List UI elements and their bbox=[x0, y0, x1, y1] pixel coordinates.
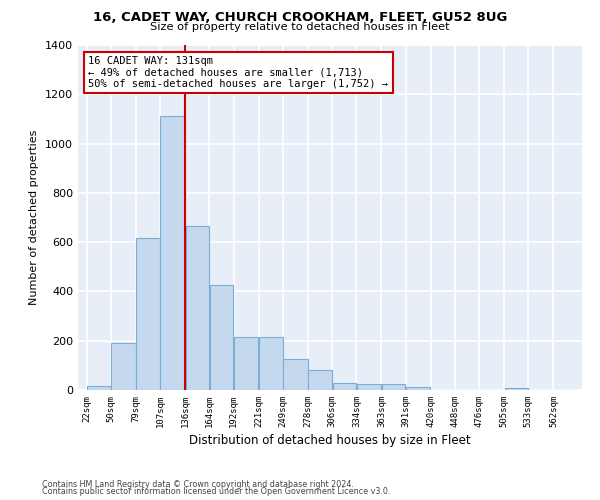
Bar bbox=[210, 286, 233, 390]
Text: 16, CADET WAY, CHURCH CROOKHAM, FLEET, GU52 8UG: 16, CADET WAY, CHURCH CROOKHAM, FLEET, G… bbox=[93, 11, 507, 24]
Bar bbox=[505, 388, 528, 390]
Bar bbox=[308, 370, 332, 390]
Bar bbox=[111, 343, 136, 390]
X-axis label: Distribution of detached houses by size in Fleet: Distribution of detached houses by size … bbox=[189, 434, 471, 447]
Bar bbox=[185, 226, 209, 390]
Text: Size of property relative to detached houses in Fleet: Size of property relative to detached ho… bbox=[150, 22, 450, 32]
Text: Contains HM Land Registry data © Crown copyright and database right 2024.: Contains HM Land Registry data © Crown c… bbox=[42, 480, 354, 489]
Text: 16 CADET WAY: 131sqm
← 49% of detached houses are smaller (1,713)
50% of semi-de: 16 CADET WAY: 131sqm ← 49% of detached h… bbox=[88, 56, 388, 90]
Bar bbox=[259, 337, 283, 390]
Bar bbox=[136, 238, 160, 390]
Bar bbox=[283, 359, 308, 390]
Bar bbox=[87, 386, 110, 390]
Bar bbox=[406, 387, 430, 390]
Bar bbox=[382, 384, 405, 390]
Bar bbox=[357, 384, 381, 390]
Bar bbox=[160, 116, 185, 390]
Bar bbox=[234, 337, 259, 390]
Text: Contains public sector information licensed under the Open Government Licence v3: Contains public sector information licen… bbox=[42, 487, 391, 496]
Bar bbox=[332, 382, 356, 390]
Y-axis label: Number of detached properties: Number of detached properties bbox=[29, 130, 40, 305]
